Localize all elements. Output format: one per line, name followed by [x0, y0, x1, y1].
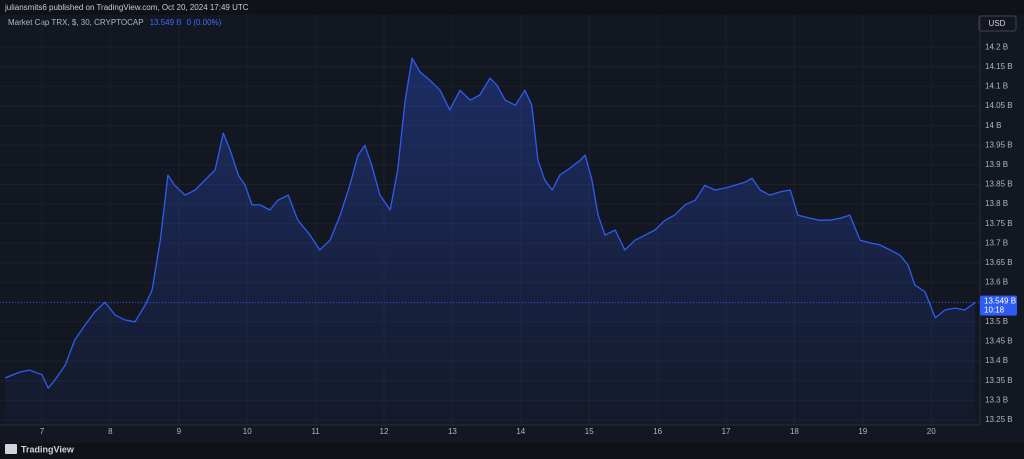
y-tick-label: 13.9 B — [985, 160, 1008, 169]
y-tick-label: 13.8 B — [985, 199, 1008, 208]
legend-symbol: Market Cap TRX, $, 30, CRYPTOCAP — [8, 18, 144, 27]
x-tick-label: 11 — [311, 427, 320, 436]
x-tick-label: 13 — [448, 427, 457, 436]
x-tick-label: 7 — [40, 427, 45, 436]
last-price-box — [980, 295, 1017, 316]
x-tick-label: 19 — [858, 427, 867, 436]
legend-value: 13.549 B — [150, 18, 182, 27]
x-tick-label: 17 — [722, 427, 731, 436]
y-tick-label: 14.15 B — [985, 62, 1013, 71]
x-tick-label: 18 — [790, 427, 799, 436]
x-tick-label: 16 — [653, 427, 662, 436]
x-tick-label: 14 — [516, 427, 525, 436]
y-tick-label: 14.05 B — [985, 101, 1013, 110]
footer-brand: TradingView — [21, 444, 75, 454]
currency[interactable]: USD — [989, 19, 1006, 28]
y-tick-label: 13.75 B — [985, 219, 1013, 228]
y-tick-label: 13.35 B — [985, 376, 1013, 385]
y-tick-label: 14 B — [985, 121, 1001, 130]
price-line — [4, 57, 976, 389]
y-tick-label: 13.5 B — [985, 317, 1008, 326]
y-tick-label: 14.2 B — [985, 42, 1008, 51]
y-tick-label: 13.95 B — [985, 140, 1013, 149]
y-tick-label: 13.4 B — [985, 356, 1008, 365]
y-tick-label: 13.6 B — [985, 278, 1008, 287]
plot — [0, 15, 980, 425]
currency-box[interactable] — [978, 15, 1017, 32]
header: juliansmits6 published on TradingView.co… — [4, 3, 249, 12]
y-tick-label: 13.7 B — [985, 238, 1008, 247]
x-tick-label: 20 — [927, 427, 936, 436]
y-tick-label: 14.1 B — [985, 82, 1008, 91]
x-tick-label: 12 — [380, 427, 389, 436]
area-fill — [5, 58, 976, 425]
x-tick-label: 15 — [585, 427, 594, 436]
y-tick-label: 13.3 B — [985, 395, 1008, 404]
y-tick-label: 13.85 B — [985, 180, 1013, 189]
x-tick-label: 10 — [243, 427, 252, 436]
legend-change: 0 (0.00%) — [187, 18, 222, 27]
y-tick-label: 13.45 B — [985, 337, 1013, 346]
y-tick-label: 13.65 B — [985, 258, 1013, 267]
logo-icon — [5, 444, 17, 454]
countdown: 10:18 — [984, 306, 1005, 315]
x-tick-label: 9 — [177, 427, 182, 436]
y-tick-label: 13.25 B — [985, 415, 1013, 424]
last-price-label: 13.549 B — [984, 297, 1016, 306]
x-tick-label: 8 — [108, 427, 113, 436]
